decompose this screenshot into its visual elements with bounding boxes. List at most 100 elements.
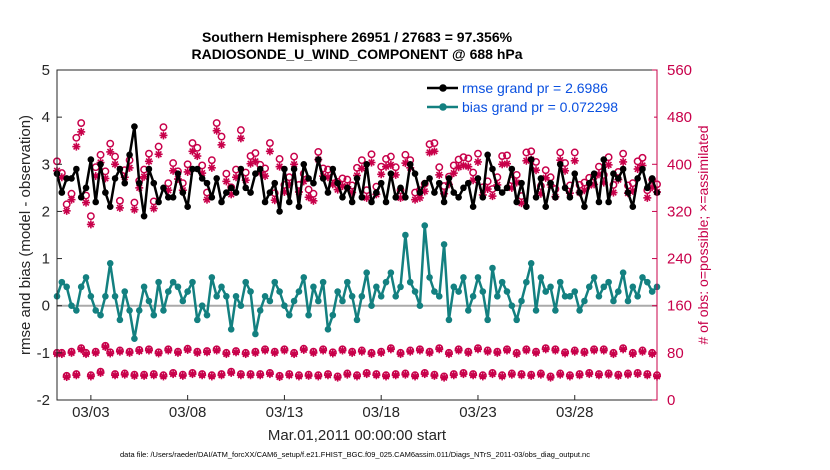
obs-assimilated-marker [633, 370, 642, 379]
legend-bias-marker [439, 103, 447, 111]
obs-assimilated-marker [125, 348, 134, 357]
obs-assimilated-marker [532, 348, 541, 357]
bias-point [542, 288, 550, 295]
obs-assimilated-marker [265, 370, 274, 379]
obs-possible-marker [290, 152, 299, 161]
obs-assimilated-stroke [552, 347, 559, 354]
bias-point [581, 297, 588, 305]
bias-point [435, 292, 443, 300]
obs-assimilated-stroke [387, 345, 395, 353]
bias-point [227, 325, 235, 333]
obs-assimilated-marker [628, 350, 637, 359]
obs-assimilated-marker [130, 205, 139, 214]
rmse-point [145, 165, 153, 173]
bias-point [160, 307, 167, 314]
obs-possible-marker [304, 185, 313, 194]
bias-point [348, 292, 356, 300]
obs-assimilated-stroke [135, 347, 143, 355]
rmse-point [377, 179, 385, 187]
obs-assimilated-marker [522, 346, 531, 355]
obs-assimilated-stroke [416, 347, 424, 354]
obs-assimilated-marker [415, 346, 424, 355]
rmse-point [77, 193, 85, 201]
obs-assimilated-stroke [643, 371, 651, 379]
rmse-series [53, 123, 661, 220]
rmse-point [87, 156, 95, 163]
obs-assimilated-stroke [131, 372, 138, 380]
bias-point [256, 307, 264, 314]
bias-point [518, 297, 525, 305]
rmse-point [585, 179, 593, 187]
obs-assimilated-stroke [605, 371, 612, 379]
obs-assimilated-marker [319, 346, 328, 355]
obs-assimilated-marker [77, 127, 86, 136]
y-tick-label: -1 [37, 345, 50, 362]
obs-assimilated-stroke [435, 345, 443, 353]
obs-assimilated-stroke [392, 371, 400, 379]
obs-assimilated-stroke [585, 370, 593, 378]
rmse-point [610, 170, 617, 178]
bias-point [169, 278, 177, 286]
rmse-point [131, 123, 138, 130]
obs-assimilated-stroke [58, 350, 66, 358]
obs-assimilated-marker [251, 348, 260, 357]
obs-assimilated-marker [338, 346, 347, 355]
obs-assimilated-marker [299, 345, 308, 354]
obs-assimilated-stroke [392, 171, 400, 179]
bias-point [77, 283, 85, 291]
rmse-point [576, 189, 583, 196]
obs-assimilated-marker [86, 372, 95, 381]
obs-assimilated-marker [377, 170, 386, 179]
rmse-point [614, 175, 622, 182]
obs-assimilated-stroke [595, 371, 603, 379]
obs-assimilated-marker [536, 370, 545, 379]
obs-assimilated-stroke [150, 371, 158, 379]
obs-assimilated-marker [415, 193, 424, 202]
obs-assimilated-stroke [155, 150, 162, 158]
obs-assimilated-stroke [72, 143, 80, 150]
rmse-point [527, 156, 535, 163]
obs-assimilated-stroke [266, 147, 274, 155]
obs-assimilated-stroke [334, 374, 342, 381]
rmse-point [387, 170, 395, 178]
rmse-point [184, 203, 191, 211]
rmse-point [348, 198, 356, 206]
bias-point [547, 283, 554, 291]
obs-assimilated-stroke [416, 194, 424, 202]
y-tick-label: 2 [42, 203, 50, 220]
bias-point [121, 288, 129, 295]
obs-assimilated-marker [212, 126, 221, 135]
y-axis-right-label: # of obs: o=possible; ×=assimilated [695, 125, 711, 344]
obs-assimilated-stroke [145, 157, 153, 165]
obs-assimilated-marker [120, 370, 129, 379]
obs-possible-marker [464, 154, 473, 163]
rmse-point [435, 179, 443, 187]
obs-possible-marker [522, 148, 531, 157]
obs-assimilated-stroke [484, 348, 492, 356]
obs-assimilated-stroke [252, 157, 259, 165]
obs-assimilated-stroke [489, 192, 496, 200]
obs-assimilated-stroke [498, 373, 506, 380]
bias-point [358, 292, 366, 300]
obs-assimilated-stroke [464, 163, 472, 171]
rmse-point [571, 170, 579, 178]
obs-assimilated-stroke [242, 350, 250, 358]
bias-point [600, 283, 608, 291]
bias-point [552, 307, 559, 314]
rmse-point [537, 175, 545, 182]
obs-possible-marker [503, 151, 511, 160]
bias-point [174, 283, 182, 291]
bias-point [203, 311, 211, 319]
legend-rmse-label: rmse grand pr = 2.6986 [462, 80, 608, 96]
rmse-point [213, 175, 220, 182]
obs-assimilated-stroke [542, 345, 550, 353]
obs-assimilated-marker [430, 147, 439, 156]
obs-assimilated-marker [309, 348, 318, 357]
bias-point [281, 302, 288, 310]
rmse-point [605, 198, 612, 206]
obs-assimilated-marker [275, 373, 284, 382]
obs-assimilated-stroke [619, 158, 627, 166]
obs-assimilated-stroke [111, 160, 119, 168]
obs-assimilated-marker [382, 372, 391, 381]
obs-assimilated-marker [425, 348, 434, 357]
